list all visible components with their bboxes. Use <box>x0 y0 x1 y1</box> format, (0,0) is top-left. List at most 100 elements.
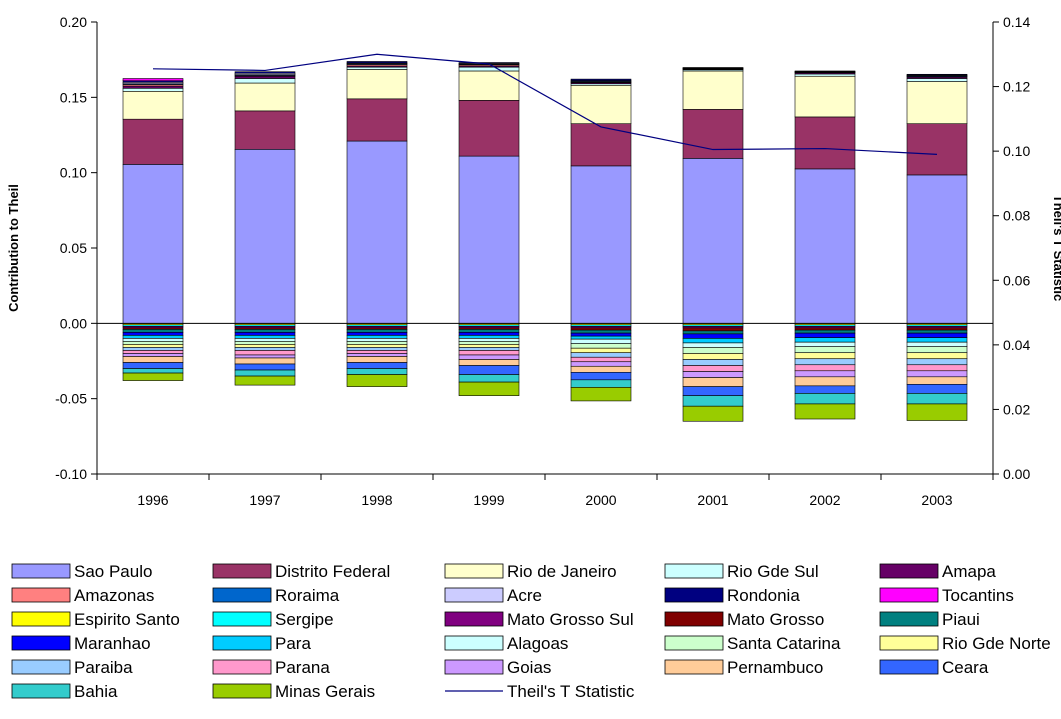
bar-ceara <box>794 385 856 394</box>
legend-swatch <box>11 683 71 699</box>
legend-item-alagoas: Alagoas <box>444 634 568 653</box>
legend-item-pernambuco: Pernambuco <box>664 658 823 677</box>
bar-parana <box>682 365 744 372</box>
legend-item-mato-grosso: Mato Grosso <box>664 610 824 629</box>
bar-paraiba <box>346 347 408 351</box>
bar-rio-gde-norte <box>906 352 968 360</box>
legend-label: Sergipe <box>275 610 334 629</box>
bar-minas-gerais <box>346 374 408 387</box>
x-tick-label: 1998 <box>361 492 392 508</box>
legend-swatch <box>879 635 939 651</box>
bar-paraiba <box>794 358 856 366</box>
bar-minas-gerais <box>682 405 744 422</box>
bar-santa-catarina <box>458 341 520 345</box>
bar-pernambuco <box>122 356 184 363</box>
legend-item-rondonia: Rondonia <box>664 586 800 605</box>
legend-item-amapa: Amapa <box>879 562 996 581</box>
bar-rio-de-janeiro <box>346 69 408 100</box>
legend: Sao Paulo Distrito Federal Rio de Janeiro R… <box>11 562 1051 701</box>
bar-mato-grosso <box>682 327 744 332</box>
legend-item-paraiba: Paraiba <box>11 658 133 677</box>
bar-goias <box>346 353 408 357</box>
bar-santa-catarina <box>346 341 408 345</box>
bar-sao-paulo <box>122 164 184 324</box>
bar-parana <box>906 364 968 372</box>
bar-rondonia <box>682 67 744 69</box>
bar-ceara <box>682 386 744 396</box>
legend-item-roraima: Roraima <box>212 586 340 605</box>
bar-rio-gde-sul <box>346 66 408 70</box>
bar-piaui <box>346 329 408 333</box>
bar-maranhao <box>794 332 856 338</box>
y2-tick-label: 0.06 <box>1003 272 1030 288</box>
bar-rio-gde-sul <box>234 78 296 84</box>
bar-goias <box>122 353 184 357</box>
bar-minas-gerais <box>906 403 968 421</box>
legend-item-rio-de-janeiro: Rio de Janeiro <box>444 562 617 581</box>
legend-swatch <box>444 611 504 627</box>
bar-rondonia <box>906 73 968 76</box>
legend-label: Pernambuco <box>727 658 823 677</box>
bar-pernambuco <box>346 356 408 363</box>
bar-rio-de-janeiro <box>570 84 632 124</box>
x-tick-label: 1997 <box>249 492 280 508</box>
legend-swatch <box>11 659 71 675</box>
bar-sao-paulo <box>682 158 744 324</box>
bar-piaui <box>906 329 968 334</box>
bar-bahia <box>794 393 856 405</box>
bar-paraiba <box>682 359 744 366</box>
legend-label: Santa Catarina <box>727 634 841 653</box>
bar-goias <box>458 354 520 360</box>
bar-paraiba <box>570 352 632 358</box>
bar-rio-gde-norte <box>122 344 184 348</box>
bar-para <box>794 337 856 343</box>
bar-ceara <box>122 362 184 369</box>
bar-rio-gde-norte <box>682 353 744 360</box>
bar-santa-catarina <box>570 343 632 349</box>
bar-goias <box>234 354 296 359</box>
bar-alagoas <box>458 338 520 342</box>
y-tick-label: 0.20 <box>60 14 87 30</box>
bar-distrito-federal <box>570 123 632 167</box>
bar-segments <box>122 61 968 422</box>
bar-ceara <box>906 384 968 394</box>
bar-bahia <box>122 368 184 374</box>
bar-rio-gde-norte <box>570 347 632 354</box>
bar-paraiba <box>906 358 968 366</box>
bar-minas-gerais <box>570 387 632 402</box>
bar-ceara <box>458 365 520 375</box>
y2-tick-label: 0.10 <box>1003 143 1030 159</box>
bar-distrito-federal <box>682 109 744 159</box>
bar-maranhao <box>346 332 408 336</box>
bar-distrito-federal <box>346 98 408 142</box>
bar-maranhao <box>682 333 744 339</box>
bar-rio-gde-sul <box>122 87 184 92</box>
bar-rio-gde-norte <box>458 344 520 348</box>
bar-minas-gerais <box>234 375 296 386</box>
bar-para <box>682 338 744 344</box>
bar-maranhao <box>234 332 296 336</box>
bar-bahia <box>682 395 744 407</box>
bar-alagoas <box>122 338 184 342</box>
bar-para <box>346 335 408 339</box>
y2-axis-label: Theil's T Statistic <box>1051 195 1061 301</box>
bar-rio-gde-norte <box>346 344 408 348</box>
y-tick-label: 0.00 <box>60 315 87 331</box>
legend-label: Distrito Federal <box>275 562 390 581</box>
bar-piaui <box>682 330 744 335</box>
legend-item-rio-gde-norte: Rio Gde Norte <box>879 634 1051 653</box>
bar-distrito-federal <box>794 116 856 170</box>
bar-parana <box>570 356 632 363</box>
bar-paraiba <box>122 347 184 351</box>
legend-label: Sao Paulo <box>74 562 152 581</box>
bar-alagoas <box>234 338 296 342</box>
bar-bahia <box>906 393 968 405</box>
legend-swatch <box>11 635 71 651</box>
bar-parana <box>234 350 296 356</box>
bar-rondonia <box>458 62 520 64</box>
legend-swatch <box>11 587 71 603</box>
bar-rio-gde-sul <box>458 66 520 72</box>
bar-tocantins <box>122 78 184 82</box>
bar-distrito-federal <box>458 100 520 157</box>
y2-tick-label: 0.08 <box>1003 208 1030 224</box>
